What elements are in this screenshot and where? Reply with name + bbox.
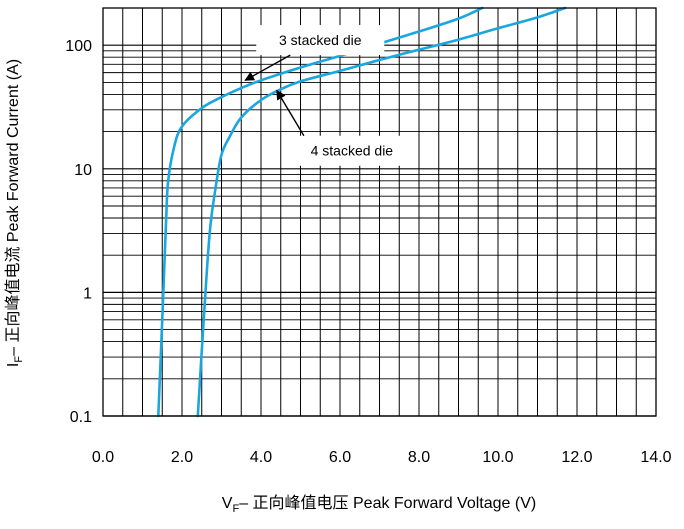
y-tick-label: 1 [83,285,92,302]
x-tick-label: 4.0 [250,449,272,466]
series-line-4-stacked-die [196,6,567,418]
x-axis-symbol: V [222,495,233,512]
x-tick-label: 12.0 [561,449,592,466]
series-line-3-stacked-die [157,6,484,418]
y-tick-label: 0.1 [70,409,92,426]
y-axis-title-text: – 正向峰值电流 Peak Forward Current (A) [4,59,22,356]
x-tick-label: 8.0 [408,449,430,466]
x-axis-title: VF– 正向峰值电压 Peak Forward Voltage (V) [222,494,536,515]
y-axis-title: IF– 正向峰值电流 Peak Forward Current (A) [4,59,25,367]
annotation-label: 3 stacked die [279,32,362,48]
annotation-arrow [276,89,305,137]
series-layer [157,6,567,418]
x-axis-title-text: – 正向峰值电压 Peak Forward Voltage (V) [239,494,536,512]
x-axis-subscript: F [232,503,239,515]
major-gridlines-x [102,8,657,416]
x-tick-label: 2.0 [171,449,193,466]
annotation-layer: 3 stacked die 4 stacked die [244,25,416,166]
x-tick-label: 6.0 [329,449,351,466]
y-tick-label: 100 [65,38,92,55]
y-tick-labels: 0.1 1 10 100 [65,38,92,426]
x-tick-label: 10.0 [482,449,513,466]
annotation-box [256,25,385,56]
x-tick-labels: 0.0 2.0 4.0 6.0 8.0 10.0 12.0 14.0 [92,449,672,466]
annotation-arrow [244,54,291,81]
y-tick-label: 10 [74,162,92,179]
y-axis-symbol: I [5,363,22,367]
annotation-label: 4 stacked die [311,143,394,159]
annotation-box [287,135,416,166]
x-tick-label: 0.0 [92,449,114,466]
x-tick-label: 14.0 [640,449,671,466]
y-axis-subscript: F [13,356,25,363]
plot-frame [102,7,657,417]
